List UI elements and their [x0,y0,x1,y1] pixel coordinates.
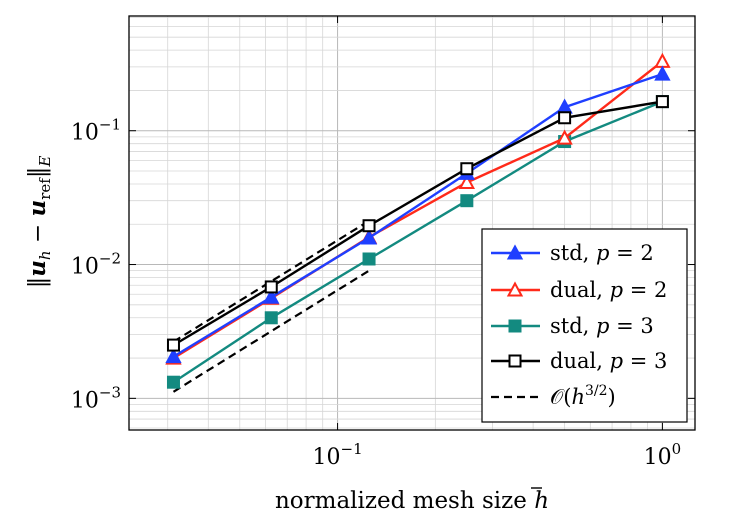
series [165,52,671,389]
legend-marker [506,281,524,297]
data-point [654,52,671,68]
x-tick-label: 10−1 [313,440,363,470]
legend-label: std, p = 2 [550,241,654,265]
series-3 [166,95,669,352]
legend-label: 𝒪(h3/2) [550,383,616,409]
plot-frame [128,15,696,431]
y-axis-title: ‖uh − uref‖E [24,156,54,289]
data-point [558,111,572,125]
x-axis-title: normalized mesh size h [275,488,549,514]
y-tick-label: 10−2 [71,250,121,280]
legend-label: dual, p = 3 [550,349,667,373]
legend: std, p = 2 dual, p = 2 std, p = 3 dual, p =… [481,228,688,423]
data-point [264,311,278,325]
legend-item: std, p = 2 [491,241,654,265]
legend-item: dual, p = 3 [491,349,667,373]
y-tick-label: 10−1 [71,116,121,146]
legend-label: dual, p = 2 [550,278,667,302]
legend-item: 𝒪(h3/2) [491,383,616,409]
data-point [460,162,474,176]
data-point [360,229,378,245]
data-point [655,95,669,109]
legend-item: std, p = 3 [491,314,654,338]
data-point [166,375,180,389]
y-tick-label: 10−3 [71,383,121,413]
legend-marker [506,244,524,260]
data-point [654,65,671,81]
data-point [264,280,278,294]
series-0 [165,65,671,364]
data-point [362,252,376,266]
series-line [172,100,663,347]
data-point [166,338,180,352]
svg-text:‖uh − uref‖E: ‖uh − uref‖E [24,156,54,289]
reference-lines [172,219,370,393]
x-tick-label: 100 [644,440,682,470]
data-point [460,194,474,208]
data-point [165,348,182,364]
series-line [172,100,663,384]
legend-marker [508,354,522,368]
legend-item: dual, p = 2 [491,278,667,302]
ticks: 10−1 100 10−3 10−2 10−1 [71,16,695,470]
legend-label: std, p = 3 [550,314,654,338]
data-point [362,219,376,233]
data-point [556,129,573,145]
series-line [172,72,663,358]
data-point [458,173,476,190]
data-point [263,288,280,304]
legend-marker [508,319,522,333]
